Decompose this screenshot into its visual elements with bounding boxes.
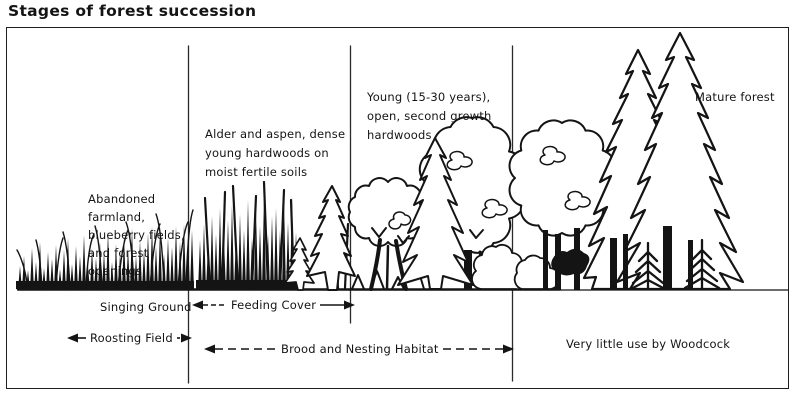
zone-label-roosting-field: Roosting Field — [66, 331, 192, 345]
stage-label-alder-aspen: Alder and aspen, dense young hardwoods o… — [205, 127, 346, 179]
zone-label-little-use-woodcock: Very little use by Woodcock — [562, 337, 734, 351]
diagram-frame — [6, 27, 789, 389]
stage-label-mature-forest: Mature forest — [695, 90, 775, 104]
stage-label-young-growth: Young (15-30 years), open, second growth… — [367, 90, 492, 142]
zone-text: Feeding Cover — [231, 298, 317, 312]
zone-text: Very little use by Woodcock — [566, 337, 731, 351]
zone-text: Singing Ground — [100, 300, 192, 314]
small-pine-icon — [284, 237, 315, 291]
grass-field-illustration — [16, 209, 194, 290]
mature-hardwood-canopy — [508, 119, 616, 237]
zone-label-brood-nesting-habitat: Brood and Nesting Habitat — [203, 342, 514, 356]
arrow-left-icon — [67, 333, 86, 343]
arrow-left-icon — [204, 344, 277, 354]
arrow-right-icon — [176, 333, 192, 343]
understory-spruces — [629, 238, 721, 291]
zone-text: Brood and Nesting Habitat — [281, 342, 439, 356]
arrow-left-icon — [192, 300, 227, 310]
page-title: Stages of forest succession — [8, 2, 257, 20]
arrow-right-icon — [442, 344, 514, 354]
zone-text: Roosting Field — [90, 331, 173, 345]
tall-fir-icon — [615, 31, 745, 291]
stage-label-abandoned-farmland: Abandoned farmland, blueberry fields, an… — [88, 192, 185, 278]
shrub-thicket-illustration — [196, 180, 356, 291]
mature-forest-illustration — [508, 31, 745, 291]
zone-label-feeding-cover: Feeding Cover — [191, 298, 356, 312]
young-hardwoods-illustration — [347, 116, 561, 291]
zone-label-singing-ground: Singing Ground — [96, 300, 196, 314]
arrow-right-icon — [320, 300, 356, 310]
mid-pine-icon — [397, 137, 474, 290]
understory-foliage — [551, 248, 590, 276]
young-pine-icon — [306, 185, 356, 291]
